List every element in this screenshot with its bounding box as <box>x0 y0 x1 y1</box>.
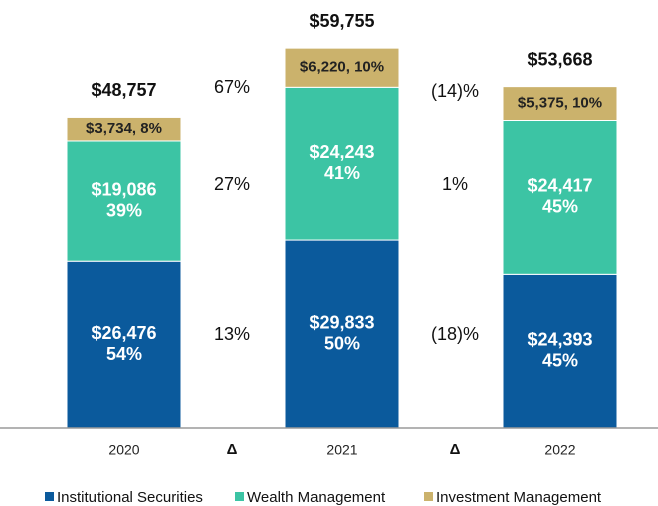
value-label: 54% <box>106 344 142 364</box>
legend-label: Institutional Securities <box>57 489 203 506</box>
value-label: $3,734, 8% <box>86 120 162 137</box>
delta-label: 13% <box>214 324 250 344</box>
bar-segment <box>284 239 400 429</box>
value-label: $26,476 <box>91 323 156 343</box>
delta-header: Δ <box>450 441 461 458</box>
value-label: $6,220, 10% <box>300 59 384 76</box>
legend-swatch <box>235 492 244 501</box>
x-tick-label: 2020 <box>108 442 139 458</box>
total-label: $53,668 <box>527 49 592 69</box>
legend-swatch <box>45 492 54 501</box>
value-label: $24,243 <box>309 142 374 162</box>
bar-segment <box>502 86 618 121</box>
x-tick-label: 2022 <box>544 442 575 458</box>
bar-segment <box>66 140 182 262</box>
bar-segment <box>502 119 618 275</box>
delta-label: 27% <box>214 174 250 194</box>
bar-segment <box>284 47 400 88</box>
delta-label: (18)% <box>431 324 479 344</box>
value-label: $24,417 <box>527 176 592 196</box>
value-label: 41% <box>324 163 360 183</box>
x-tick-label: 2021 <box>326 442 357 458</box>
value-label: 45% <box>542 350 578 370</box>
bar-segment <box>66 260 182 429</box>
total-label: $48,757 <box>91 80 156 100</box>
delta-label: 1% <box>442 174 468 194</box>
value-label: $19,086 <box>91 179 156 199</box>
value-label: 39% <box>106 200 142 220</box>
delta-header: Δ <box>227 441 238 458</box>
delta-label: 67% <box>214 77 250 97</box>
legend-swatch <box>424 492 433 501</box>
value-label: $5,375, 10% <box>518 95 602 112</box>
delta-label: (14)% <box>431 81 479 101</box>
bar-segment <box>66 116 182 142</box>
value-label: $24,393 <box>527 329 592 349</box>
value-label: 45% <box>542 197 578 217</box>
bar-segment <box>284 86 400 241</box>
legend-label: Wealth Management <box>247 489 386 506</box>
total-label: $59,755 <box>309 11 374 31</box>
value-label: $29,833 <box>309 312 374 332</box>
value-label: 50% <box>324 333 360 353</box>
legend-label: Investment Management <box>436 489 602 506</box>
